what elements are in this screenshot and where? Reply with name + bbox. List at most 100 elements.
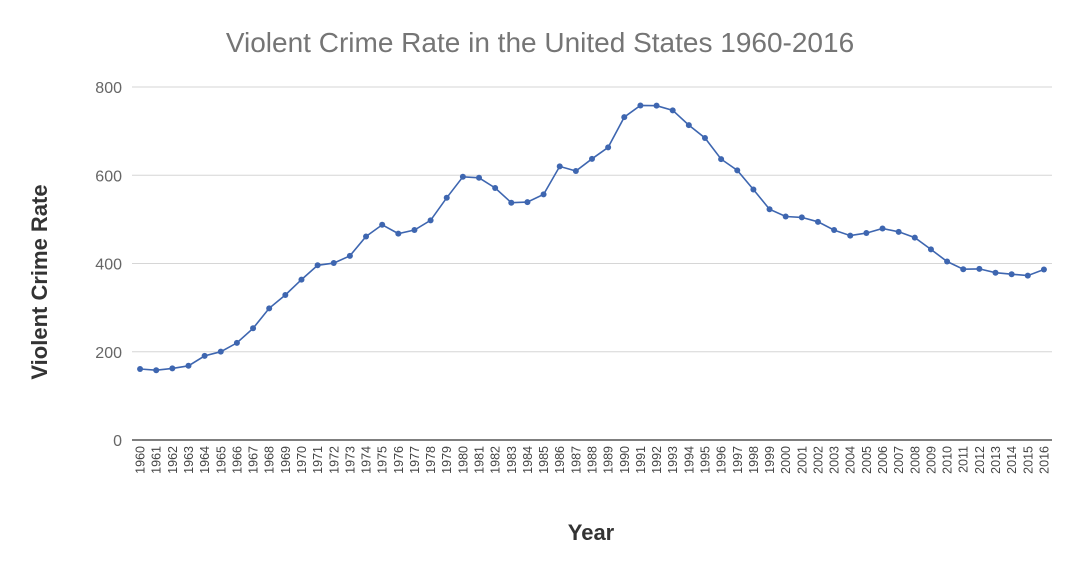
x-tick-label: 1979 — [440, 446, 454, 474]
data-point-1963 — [185, 362, 192, 369]
x-tick-label: 2000 — [779, 446, 793, 474]
x-tick-label: 1986 — [553, 446, 567, 474]
x-tick-label: 1972 — [327, 446, 341, 474]
x-tick-label: 1999 — [763, 446, 777, 474]
y-tick-label: 800 — [95, 80, 122, 97]
x-tick-label: 1967 — [247, 446, 261, 474]
data-point-1973 — [346, 252, 353, 259]
data-point-2005 — [863, 230, 870, 237]
x-tick-label: 2014 — [1005, 446, 1019, 474]
data-point-1969 — [282, 291, 289, 298]
x-tick-label: 1960 — [134, 446, 148, 474]
x-tick-label: 2004 — [844, 446, 858, 474]
data-point-1974 — [363, 233, 370, 240]
y-tick-label: 400 — [95, 257, 122, 274]
x-tick-label: 1983 — [505, 446, 519, 474]
data-point-2016 — [1040, 266, 1047, 273]
data-point-1962 — [169, 365, 176, 372]
data-point-1960 — [137, 366, 144, 373]
data-point-2007 — [895, 228, 902, 235]
x-tick-label: 1993 — [666, 446, 680, 474]
x-tick-label: 1978 — [424, 446, 438, 474]
x-tick-label: 1968 — [263, 446, 277, 474]
x-axis-title: Year — [568, 520, 615, 545]
x-tick-label: 2015 — [1021, 446, 1035, 474]
data-point-1979 — [443, 194, 450, 201]
data-point-1966 — [233, 339, 240, 346]
y-tick-label: 0 — [113, 433, 122, 450]
x-tick-label: 1965 — [214, 446, 228, 474]
data-point-1971 — [314, 262, 321, 269]
data-point-1975 — [379, 221, 386, 228]
x-tick-label: 2011 — [957, 446, 971, 473]
x-tick-label: 1971 — [311, 446, 325, 474]
data-point-1980 — [459, 173, 466, 180]
data-point-1968 — [266, 305, 273, 312]
x-tick-label: 1996 — [715, 446, 729, 474]
x-tick-label: 2001 — [795, 446, 809, 474]
data-point-2009 — [927, 246, 934, 253]
data-point-1996 — [718, 156, 725, 163]
x-tick-label: 1982 — [489, 446, 503, 474]
x-tick-label: 2009 — [924, 446, 938, 474]
data-point-1987 — [572, 167, 579, 174]
data-point-2014 — [1008, 271, 1015, 278]
data-point-2010 — [944, 258, 951, 265]
data-point-1978 — [427, 217, 434, 224]
x-tick-label: 2007 — [892, 446, 906, 474]
data-point-1995 — [701, 134, 708, 141]
data-point-1986 — [556, 163, 563, 170]
data-point-1990 — [621, 114, 628, 121]
data-point-1989 — [605, 144, 612, 151]
x-tick-label: 1980 — [456, 446, 470, 474]
x-axis-ticks: 1960 1961 1962 1963 1964 1965 1966 1967 1968 1969… — [134, 446, 1052, 474]
data-point-2001 — [798, 214, 805, 221]
gridlines — [132, 86, 1052, 441]
x-tick-label: 1991 — [634, 446, 648, 474]
x-tick-label: 2005 — [860, 446, 874, 474]
data-point-1967 — [250, 325, 257, 332]
y-tick-label: 600 — [95, 168, 122, 185]
data-point-1965 — [217, 348, 224, 355]
x-tick-label: 1962 — [166, 446, 180, 474]
data-point-1999 — [766, 206, 773, 213]
x-tick-label: 1985 — [537, 446, 551, 474]
data-point-1994 — [685, 122, 692, 129]
x-tick-label: 1970 — [295, 446, 309, 474]
x-tick-label: 1969 — [279, 446, 293, 474]
data-point-1985 — [540, 191, 547, 198]
x-tick-label: 2012 — [973, 446, 987, 474]
data-point-1988 — [589, 155, 595, 162]
data-point-2013 — [992, 269, 999, 276]
data-point-1982 — [492, 185, 499, 192]
x-tick-label: 1973 — [343, 446, 357, 474]
data-point-2006 — [879, 225, 886, 232]
x-tick-label: 1961 — [150, 446, 164, 474]
data-point-1961 — [153, 367, 160, 374]
data-point-2015 — [1024, 272, 1031, 279]
x-tick-label: 2013 — [989, 446, 1003, 474]
x-tick-label: 1976 — [392, 446, 406, 474]
y-axis-ticks: 0 200 400 600 800 — [95, 80, 122, 450]
x-tick-label: 1981 — [473, 446, 487, 474]
data-point-2000 — [782, 213, 789, 220]
data-point-2003 — [831, 227, 838, 234]
x-tick-label: 2008 — [908, 446, 922, 474]
y-tick-label: 200 — [95, 345, 122, 362]
x-tick-label: 2006 — [876, 446, 890, 474]
x-tick-label: 1975 — [376, 446, 390, 474]
chart-title: Violent Crime Rate in the United States … — [226, 27, 854, 58]
data-point-1983 — [508, 199, 515, 206]
data-point-1977 — [411, 227, 418, 234]
data-point-1984 — [524, 199, 531, 206]
data-point-1964 — [201, 352, 208, 359]
data-points — [137, 102, 1047, 374]
data-point-1981 — [476, 174, 483, 181]
data-point-1992 — [653, 102, 660, 109]
y-axis-title: Violent Crime Rate — [27, 184, 52, 379]
data-point-1970 — [298, 276, 305, 283]
data-point-1993 — [669, 107, 676, 114]
x-tick-label: 2016 — [1037, 446, 1051, 474]
